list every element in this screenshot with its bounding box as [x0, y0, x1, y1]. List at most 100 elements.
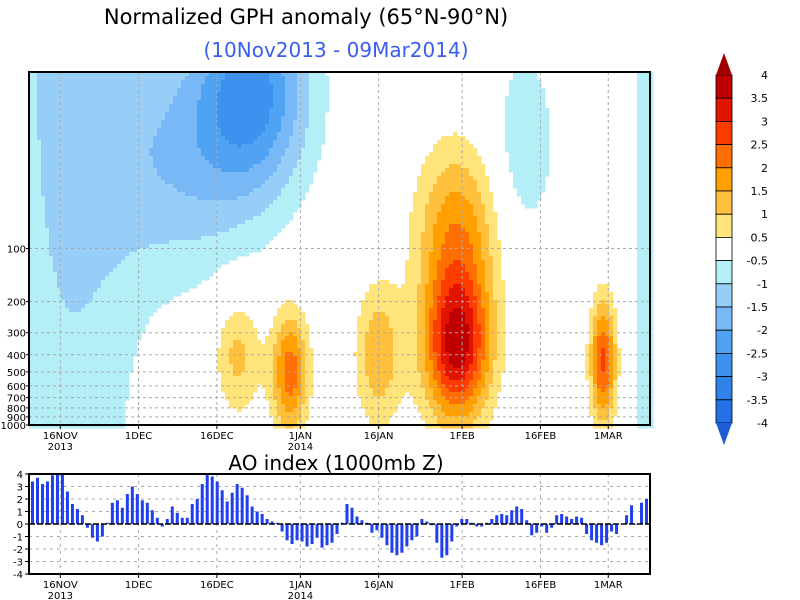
heatmap-cell	[89, 176, 94, 181]
heatmap-cell	[217, 136, 222, 141]
heatmap-cell	[249, 208, 254, 213]
heatmap-cell	[69, 84, 74, 89]
heatmap-cell	[233, 136, 238, 141]
heatmap-cell	[109, 148, 114, 153]
heatmap-cell	[257, 76, 262, 81]
heatmap-cell	[129, 204, 134, 209]
heatmap-cell	[221, 92, 226, 97]
heatmap-cell	[57, 184, 62, 189]
heatmap-cell	[293, 192, 298, 197]
heatmap-cell	[37, 92, 42, 97]
heatmap-cell	[81, 356, 86, 361]
heatmap-cell	[205, 108, 210, 113]
heatmap-cell	[109, 228, 114, 233]
heatmap-cell	[125, 120, 130, 125]
heatmap-cell	[245, 188, 250, 193]
heatmap-cell	[125, 132, 130, 137]
heatmap-cell	[225, 248, 230, 253]
heatmap-cell	[73, 200, 78, 205]
heatmap-cell	[229, 388, 234, 393]
heatmap-cell	[149, 116, 154, 121]
heatmap-cell	[37, 340, 42, 345]
heatmap-cell	[249, 136, 254, 141]
heatmap-cell	[89, 360, 94, 365]
heatmap-cell	[45, 84, 50, 89]
heatmap-cell	[173, 172, 178, 177]
heatmap-cell	[281, 312, 286, 317]
heatmap-cell	[113, 212, 118, 217]
heatmap-cell	[129, 136, 134, 141]
heatmap-cell	[37, 220, 42, 225]
heatmap-cell	[81, 152, 86, 157]
heatmap-cell	[301, 92, 306, 97]
heatmap-cell	[129, 84, 134, 89]
heatmap-cell	[261, 144, 266, 149]
heatmap-cell	[53, 420, 58, 425]
heatmap-cell	[101, 120, 106, 125]
heatmap-cell	[189, 188, 194, 193]
heatmap-cell	[277, 392, 282, 397]
heatmap-cell	[277, 340, 282, 345]
heatmap-cell	[85, 248, 90, 253]
heatmap-cell	[209, 200, 214, 205]
heatmap-cell	[241, 340, 246, 345]
heatmap-cell	[125, 288, 130, 293]
heatmap-cell	[301, 336, 306, 341]
heatmap-cell	[113, 344, 118, 349]
heatmap-cell	[49, 136, 54, 141]
heatmap-cell	[77, 320, 82, 325]
heatmap-cell	[169, 176, 174, 181]
heatmap-cell	[145, 160, 150, 165]
heatmap-cell	[153, 152, 158, 157]
heatmap-cell	[197, 196, 202, 201]
heatmap-cell	[117, 328, 122, 333]
heatmap-cell	[61, 380, 66, 385]
heatmap-cell	[193, 228, 198, 233]
heatmap-cell	[249, 84, 254, 89]
heatmap-cell	[29, 212, 34, 217]
heatmap-cell	[169, 280, 174, 285]
heatmap-cell	[265, 364, 270, 369]
heatmap-cell	[217, 368, 222, 373]
heatmap-cell	[197, 220, 202, 225]
heatmap-cell	[273, 172, 278, 177]
heatmap-cell	[145, 220, 150, 225]
heatmap-cell	[57, 328, 62, 333]
heatmap-cell	[209, 164, 214, 169]
heatmap-cell	[277, 176, 282, 181]
heatmap-cell	[149, 140, 154, 145]
heatmap-cell	[133, 96, 138, 101]
heatmap-cell	[85, 232, 90, 237]
heatmap-cell	[269, 224, 274, 229]
heatmap-cell	[237, 388, 242, 393]
heatmap-cell	[97, 144, 102, 149]
heatmap-cell	[113, 272, 118, 277]
heatmap-cell	[93, 204, 98, 209]
heatmap-cell	[249, 364, 254, 369]
heatmap-cell	[205, 144, 210, 149]
heatmap-cell	[233, 120, 238, 125]
heatmap-cell	[209, 208, 214, 213]
heatmap-cell	[57, 112, 62, 117]
heatmap-cell	[273, 392, 278, 397]
heatmap-cell	[273, 124, 278, 129]
heatmap-cell	[237, 144, 242, 149]
heatmap-cell	[141, 268, 146, 273]
heatmap-cell	[93, 236, 98, 241]
heatmap-cell	[121, 232, 126, 237]
heatmap-cell	[201, 196, 206, 201]
heatmap-cell	[33, 272, 38, 277]
heatmap-cell	[249, 168, 254, 173]
heatmap-cell	[181, 188, 186, 193]
heatmap-cell	[93, 372, 98, 377]
heatmap-cell	[81, 344, 86, 349]
heatmap-cell	[73, 344, 78, 349]
heatmap-cell	[149, 252, 154, 257]
heatmap-cell	[133, 280, 138, 285]
heatmap-cell	[205, 72, 210, 77]
heatmap-cell	[233, 348, 238, 353]
heatmap-cell	[233, 80, 238, 85]
heatmap-cell	[277, 180, 282, 185]
heatmap-cell	[121, 252, 126, 257]
heatmap-cell	[117, 360, 122, 365]
